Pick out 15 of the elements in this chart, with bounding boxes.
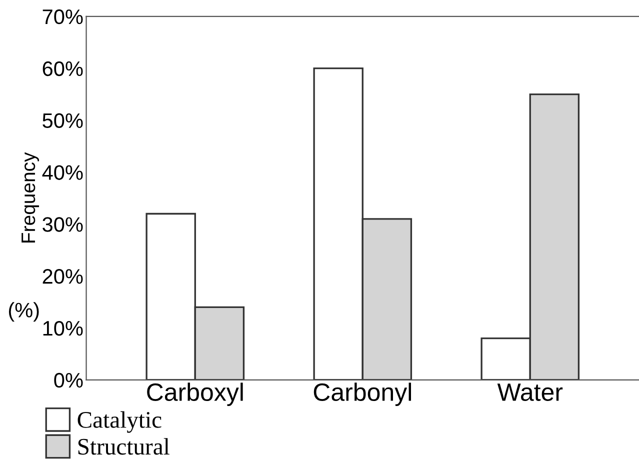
- legend-label: Structural: [78, 438, 170, 455]
- x-tick-label: Carbonyl: [314, 382, 411, 406]
- x-tick-label: Carboxyl: [147, 382, 243, 406]
- y-tick-label: 20%: [42, 269, 83, 284]
- y-tick-label: 60%: [42, 61, 83, 76]
- text: (%): [8, 302, 39, 322]
- y-tick-label: 70%: [42, 9, 83, 24]
- y-tick-label: 30%: [42, 217, 83, 232]
- x-tick-label: Water: [497, 384, 563, 402]
- y-tick-label: 0%: [54, 372, 83, 388]
- y-axis-title: Frequency: [22, 152, 40, 242]
- y-tick-label: 50%: [42, 113, 83, 128]
- y-tick-label: 10%: [43, 320, 83, 336]
- legend-label: Catalytic: [78, 411, 162, 433]
- y-tick-label: 40%: [42, 165, 83, 180]
